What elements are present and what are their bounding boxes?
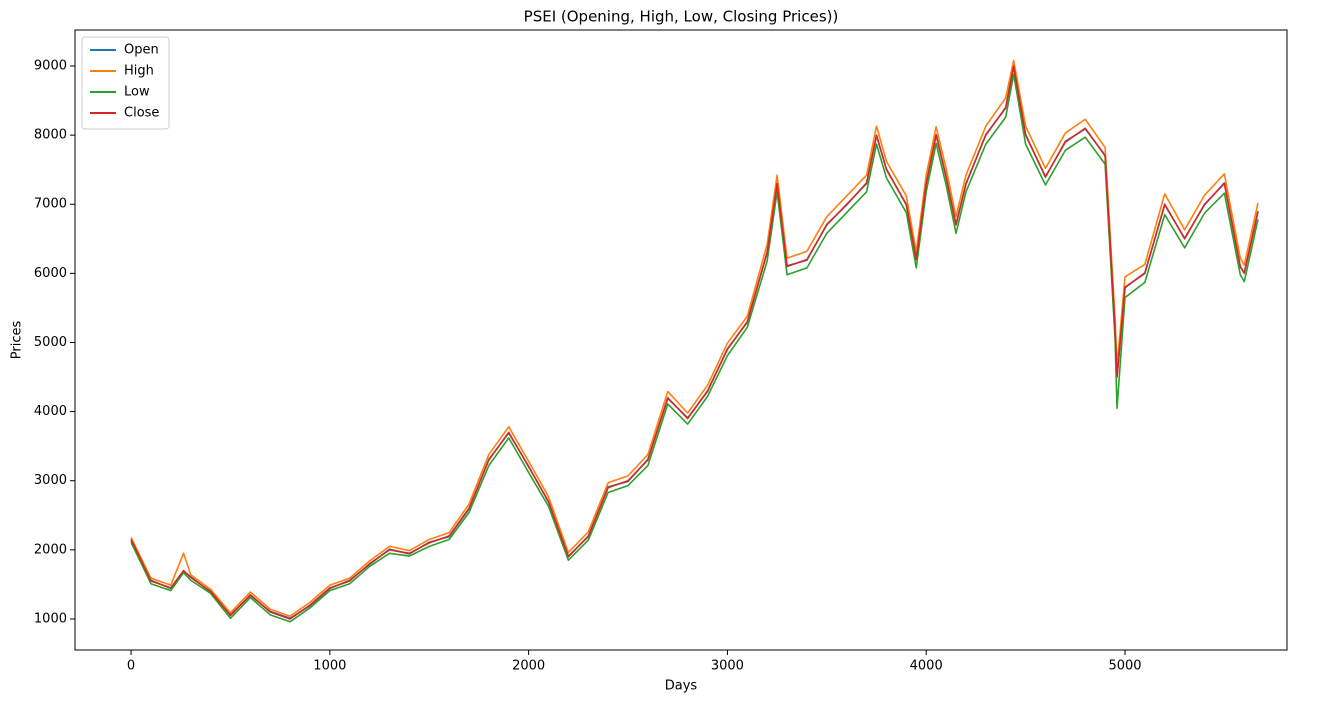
legend-label: High (124, 64, 154, 79)
legend-label: Open (124, 43, 159, 58)
series-line (130, 65, 1259, 620)
legend-label: Low (124, 85, 150, 100)
x-axis-label: Days (665, 679, 698, 694)
y-tick-label: 1000 (34, 611, 67, 626)
y-tick-label: 3000 (34, 473, 67, 488)
y-axis-label: Prices (10, 321, 25, 360)
y-tick-label: 2000 (34, 542, 67, 557)
x-tick-label: 4000 (910, 659, 943, 674)
legend-box (81, 36, 170, 130)
chart-title: PSEI (Opening, High, Low, Closing Prices… (524, 8, 839, 26)
x-tick-label: 1000 (313, 659, 346, 674)
series-line (130, 59, 1259, 617)
x-tick-label: 5000 (1108, 659, 1141, 674)
x-tick-label: 2000 (512, 659, 545, 674)
plot-frame (74, 29, 1288, 651)
y-tick-label: 8000 (34, 128, 67, 143)
x-tick-label: 3000 (711, 659, 744, 674)
y-tick-label: 6000 (34, 266, 67, 281)
series-line (130, 73, 1259, 623)
x-tick-label: 0 (127, 659, 135, 674)
y-tick-label: 4000 (34, 404, 67, 419)
series-line (130, 65, 1259, 620)
y-tick-label: 7000 (34, 197, 67, 212)
legend-label: Close (124, 106, 159, 121)
y-tick-label: 5000 (34, 335, 67, 350)
y-tick-label: 9000 (34, 59, 67, 74)
